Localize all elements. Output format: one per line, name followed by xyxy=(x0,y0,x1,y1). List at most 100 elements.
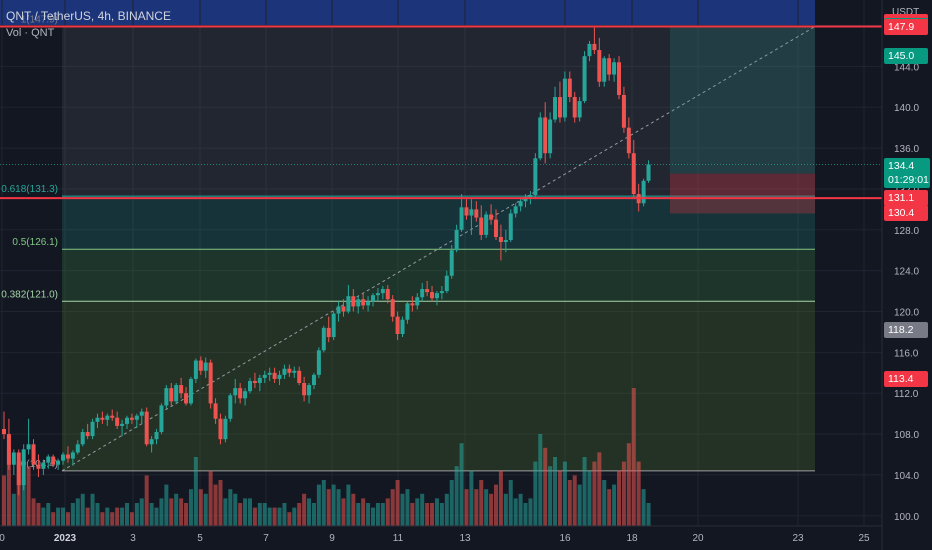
volume-bar xyxy=(282,503,287,526)
volume-bar xyxy=(65,512,70,526)
volume-bar xyxy=(243,498,248,526)
candle-body xyxy=(420,289,425,298)
symbol-title[interactable]: QNT / TetherUS, 4h, BINANCE xyxy=(6,9,171,23)
last-price-value: 134.4 xyxy=(888,160,915,172)
candle-body xyxy=(395,316,400,334)
candle-body xyxy=(6,434,11,465)
volume-bar xyxy=(641,489,646,526)
volume-bar xyxy=(612,484,617,526)
candle-body xyxy=(287,368,292,373)
volume-bar xyxy=(385,498,390,526)
x-tick-label: 0 xyxy=(0,533,5,544)
candle-body xyxy=(631,153,636,195)
volume-bar xyxy=(553,457,558,526)
volume-bar xyxy=(474,489,479,526)
candle-body xyxy=(489,214,494,220)
candle-body xyxy=(553,97,558,120)
y-tick-label: 120.0 xyxy=(894,308,919,319)
y-tick-label: 136.0 xyxy=(894,144,919,155)
horizontal-lines[interactable] xyxy=(0,25,882,200)
volume-bar xyxy=(129,512,134,526)
volume-bar xyxy=(90,493,95,526)
volume-bar xyxy=(125,503,129,526)
candle-body xyxy=(562,78,567,118)
volume-bar xyxy=(321,480,326,526)
candle-body xyxy=(56,460,61,465)
candle-body xyxy=(188,378,193,404)
candle-body xyxy=(85,432,90,437)
volume-bar xyxy=(479,480,484,526)
volume-bar xyxy=(233,493,238,526)
volume-bar xyxy=(415,498,420,526)
volume-bar xyxy=(61,507,66,526)
candle-body xyxy=(144,411,149,445)
volume-bar xyxy=(543,447,548,526)
volume-bar xyxy=(371,507,375,526)
candle-body xyxy=(410,303,415,306)
candle-body xyxy=(311,374,316,386)
volume-bar xyxy=(311,503,316,526)
candle-body xyxy=(356,299,361,307)
volume-indicator-label[interactable]: Vol · QNT xyxy=(6,27,55,39)
candle-body xyxy=(326,327,331,338)
candle-body xyxy=(592,43,597,51)
candle-body xyxy=(361,299,366,306)
candle-body xyxy=(184,393,189,404)
volume-bar xyxy=(95,503,100,526)
candle-body xyxy=(174,385,179,402)
price-badge: 118.2 xyxy=(884,321,928,338)
volume-bar xyxy=(572,475,577,526)
candle-body xyxy=(257,377,262,384)
volume-bar xyxy=(134,503,139,526)
candle-body xyxy=(646,164,651,181)
candle-body xyxy=(21,449,26,486)
volume-bar xyxy=(646,503,651,526)
candle-body xyxy=(459,207,464,230)
fib-level-label: 0(104.4) xyxy=(21,459,58,470)
volume-bar xyxy=(626,443,631,526)
volume-bar xyxy=(444,493,449,526)
candle-body xyxy=(474,209,479,218)
volume-bar xyxy=(454,466,459,526)
volume-bar xyxy=(193,457,198,526)
candle-body xyxy=(612,62,617,75)
x-tick-label: 9 xyxy=(329,533,335,544)
candle-body xyxy=(233,388,238,396)
candle-body xyxy=(110,415,115,418)
y-tick-label: 128.0 xyxy=(894,226,919,237)
candle-body xyxy=(316,350,321,375)
fib-zone xyxy=(62,249,815,302)
volume-bar xyxy=(179,498,184,526)
candle-body xyxy=(607,58,612,75)
candle-body xyxy=(321,327,326,351)
candle-body xyxy=(390,299,395,317)
last-price-badge: 134.4 01:29:01 xyxy=(884,158,930,188)
volume-bar xyxy=(538,434,543,526)
volume-bar xyxy=(395,480,400,526)
volume-bar xyxy=(459,443,464,526)
fib-retracement[interactable]: 1(147.9) 0.618(131.3) 0.5(126.1) 0.382(121.… xyxy=(1,15,816,472)
fib-level-label: 0.382(121.0) xyxy=(1,289,58,300)
candle-body xyxy=(621,94,626,128)
candle-body xyxy=(198,360,203,371)
volume-bar xyxy=(592,461,597,526)
candle-body xyxy=(125,417,129,424)
volume-bar xyxy=(464,489,469,526)
candle-body xyxy=(139,411,144,416)
candle-body xyxy=(105,415,110,420)
candle-body xyxy=(543,117,548,154)
stop-zone xyxy=(670,173,815,214)
y-tick-label: 100.0 xyxy=(894,512,919,523)
candle-body xyxy=(70,452,75,459)
candle-body xyxy=(16,452,21,486)
volume-bar xyxy=(607,489,612,526)
x-tick-label: 13 xyxy=(459,533,471,544)
volume-bar xyxy=(75,498,80,526)
volume-bar xyxy=(120,507,125,526)
candle-body xyxy=(469,209,474,216)
candle-body xyxy=(587,43,592,57)
candle-body xyxy=(508,213,513,241)
candle-body xyxy=(46,456,51,463)
price-badge: 113.4 xyxy=(884,370,928,387)
